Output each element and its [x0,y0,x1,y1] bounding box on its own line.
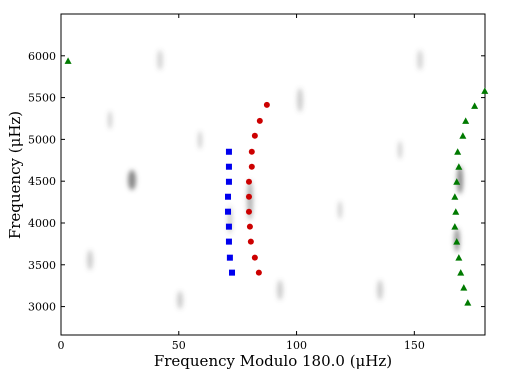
square-marker [225,223,232,230]
x-axis-label: Frequency Modulo 180.0 (μHz) [154,352,392,370]
plot-frame [60,13,486,336]
y-axis-label: Frequency (μHz) [6,111,24,239]
triangle-marker [452,208,460,215]
triangle-marker [471,102,479,109]
triangle-marker [455,163,463,170]
x-tick-label: 0 [58,339,65,352]
y-tick-label: 3500 [28,259,56,272]
circle-marker [255,269,262,276]
triangle-marker [459,132,467,139]
triangle-marker [464,299,472,306]
square-marker [225,163,232,170]
circle-marker [246,223,253,230]
triangle-marker [462,117,470,124]
x-tick-label: 50 [172,339,186,352]
circle-marker [263,101,270,108]
square-marker [225,178,232,185]
circle-marker [245,193,252,200]
triangle-marker [455,254,463,261]
y-tick-label: 4000 [28,217,56,230]
circle-marker [251,132,258,139]
y-tick-label: 5500 [28,92,56,105]
square-marker [229,269,236,276]
triangle-marker [481,87,489,94]
circle-marker [251,254,258,261]
y-tick-label: 5000 [28,133,56,146]
triangle-marker [453,178,461,185]
square-marker [225,208,232,215]
y-tick-label: 3000 [28,301,56,314]
square-marker [225,148,232,155]
circle-marker [256,117,263,124]
x-tick-label: 100 [286,339,307,352]
triangle-marker [457,269,465,276]
square-marker [225,193,232,200]
circle-marker [248,148,255,155]
circle-marker [248,163,255,170]
x-tick-label: 150 [404,339,425,352]
triangle-marker [451,193,459,200]
circle-marker [245,178,252,185]
circle-marker [245,208,252,215]
circle-marker [247,238,254,245]
y-tick-label: 6000 [28,50,56,63]
triangle-marker [453,238,461,245]
square-marker [225,238,232,245]
triangle-marker [64,57,72,64]
square-marker [226,254,233,261]
y-tick-label: 4500 [28,175,56,188]
triangle-marker [451,223,459,230]
triangle-marker [454,148,462,155]
triangle-marker [460,284,468,291]
